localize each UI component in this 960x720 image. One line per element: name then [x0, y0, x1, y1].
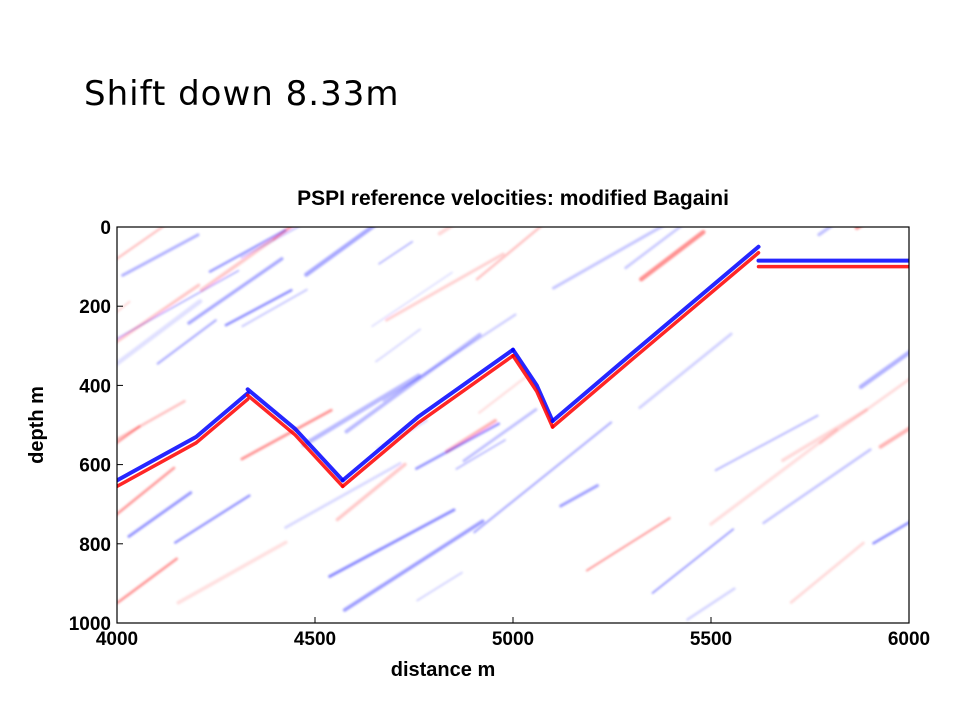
y-axis-label: depth m	[26, 386, 48, 464]
reflector-left-limb	[245, 393, 345, 489]
texture-stripe	[854, 227, 863, 230]
texture-stripe	[0, 368, 10, 450]
texture-stripe	[416, 571, 463, 602]
texture-stripe	[117, 299, 203, 367]
texture-stripe	[462, 408, 538, 463]
chart-title: PSPI reference velocities: modified Baga…	[297, 187, 729, 210]
y-tick-label: 0	[100, 218, 111, 239]
texture-stripe	[0, 217, 40, 262]
y-tick-label: 400	[79, 376, 111, 397]
texture-stripe	[117, 557, 179, 605]
texture-stripe	[0, 514, 73, 599]
texture-stripe	[344, 332, 482, 434]
texture-stripe	[117, 283, 201, 344]
y-tick-label: 200	[79, 297, 111, 318]
reflector-layer	[117, 244, 909, 489]
texture-stripe	[284, 461, 402, 529]
texture-stripe	[117, 227, 165, 261]
texture-stripe	[762, 448, 872, 525]
texture-stripe	[385, 252, 505, 322]
texture-stripe	[224, 288, 293, 327]
texture-stripe	[551, 227, 664, 290]
texture-stripe	[378, 240, 414, 265]
texture-stripe	[121, 233, 200, 277]
texture-stripe	[328, 508, 456, 578]
texture-stripe	[187, 257, 284, 325]
reflector-central-limb	[340, 353, 515, 489]
seismic-texture	[0, 127, 909, 621]
x-tick-label: 4500	[294, 629, 336, 650]
reflector-left-dipping-branch	[117, 391, 250, 483]
texture-stripe	[686, 587, 736, 621]
y-tick-label: 1000	[69, 614, 111, 635]
x-tick-label: 5500	[690, 629, 732, 650]
x-axis: 4000 4500 5000 5500 6000	[96, 617, 930, 650]
texture-stripe	[0, 356, 3, 387]
reflector-right-limb	[550, 251, 761, 429]
texture-stripe	[335, 462, 407, 522]
texture-stripe	[156, 319, 217, 365]
texture-stripe	[878, 426, 909, 449]
texture-stripe	[304, 227, 376, 277]
x-axis-label: distance m	[391, 659, 495, 681]
texture-stripe	[117, 425, 141, 445]
texture-stripe	[371, 271, 453, 328]
texture-stripe	[208, 229, 287, 273]
texture-stripe	[342, 519, 485, 612]
texture-stripe	[624, 227, 683, 270]
texture-stripe	[174, 494, 251, 544]
texture-stripe	[43, 218, 89, 242]
x-tick-label: 5000	[492, 629, 534, 650]
texture-stripe	[41, 127, 162, 229]
texture-stripe	[473, 421, 613, 534]
texture-stripe	[559, 484, 599, 508]
texture-stripe	[127, 491, 193, 538]
texture-stripe	[455, 439, 506, 470]
reflector-left-limb	[245, 387, 345, 483]
slide-title: Shift down 8.33m	[84, 74, 400, 114]
texture-stripe	[639, 229, 706, 282]
texture-stripe	[714, 414, 819, 472]
reflector-central-return	[511, 353, 555, 429]
texture-stripe	[0, 311, 27, 390]
reflector-central-return	[511, 347, 555, 423]
texture-stripe	[375, 328, 421, 363]
reflector-central-limb	[340, 347, 515, 483]
y-axis: 0 200 400 600 800 1000	[69, 218, 123, 635]
texture-stripe	[709, 428, 839, 526]
texture-stripe	[415, 422, 500, 470]
texture-stripe	[240, 408, 333, 461]
texture-stripe	[0, 548, 7, 594]
texture-stripe	[176, 540, 288, 605]
texture-stripe	[241, 288, 308, 328]
texture-stripe	[585, 517, 671, 572]
texture-stripe	[117, 466, 176, 516]
texture-stripe	[475, 227, 543, 281]
texture-stripe	[651, 528, 735, 595]
texture-stripe	[858, 350, 909, 389]
reflector-right-limb	[550, 244, 761, 423]
x-tick-label: 6000	[888, 629, 930, 650]
texture-stripe	[789, 541, 865, 604]
texture-stripe	[638, 332, 733, 410]
texture-stripe	[117, 399, 186, 441]
texture-stripe	[478, 376, 526, 414]
reflector-left-dipping-branch	[117, 397, 250, 489]
y-tick-label: 600	[79, 456, 111, 477]
x-tick-label: 4000	[96, 629, 138, 650]
texture-stripe	[872, 520, 909, 545]
texture-stripe	[199, 227, 294, 292]
texture-stripe	[301, 373, 421, 448]
texture-stripe	[0, 399, 26, 433]
texture-stripe	[818, 377, 909, 445]
y-tick-label: 800	[79, 535, 111, 556]
